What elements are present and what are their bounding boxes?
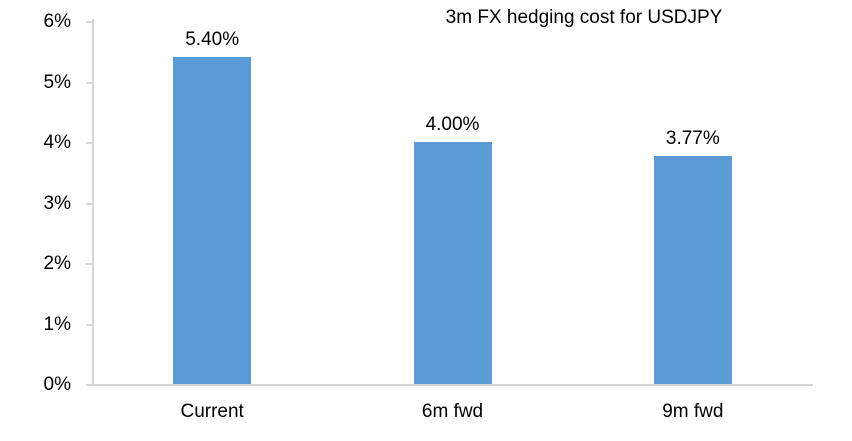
bar-value-label: 4.00% (425, 114, 480, 135)
y-axis-tick (86, 323, 92, 326)
y-tick-label: 0% (43, 374, 71, 395)
y-axis-tick (86, 142, 92, 144)
chart-title: 3m FX hedging cost for USDJPY (445, 7, 723, 28)
bar (413, 142, 492, 384)
y-axis-tick (86, 21, 92, 23)
y-tick-label: 1% (43, 313, 71, 335)
y-axis-tick (86, 384, 92, 386)
x-axis-line (92, 384, 813, 386)
y-axis-tick (86, 202, 92, 205)
y-tick-label: 6% (43, 11, 71, 32)
y-axis-tick (86, 81, 92, 84)
y-tick-label: 2% (43, 253, 71, 274)
y-axis-line (92, 19, 94, 386)
bar-value-label: 3.77% (665, 127, 720, 149)
y-tick-label: 4% (43, 132, 71, 153)
y-tick-label: 5% (43, 71, 71, 93)
x-tick-label: 9m fwd (662, 401, 724, 422)
y-tick-label: 3% (43, 192, 71, 214)
y-axis-tick (86, 263, 92, 265)
bar (173, 57, 252, 384)
x-tick-label: 6m fwd (421, 401, 484, 422)
bar (653, 155, 732, 384)
x-tick-label: Current (180, 401, 244, 422)
bar-value-label: 5.40% (185, 29, 240, 51)
